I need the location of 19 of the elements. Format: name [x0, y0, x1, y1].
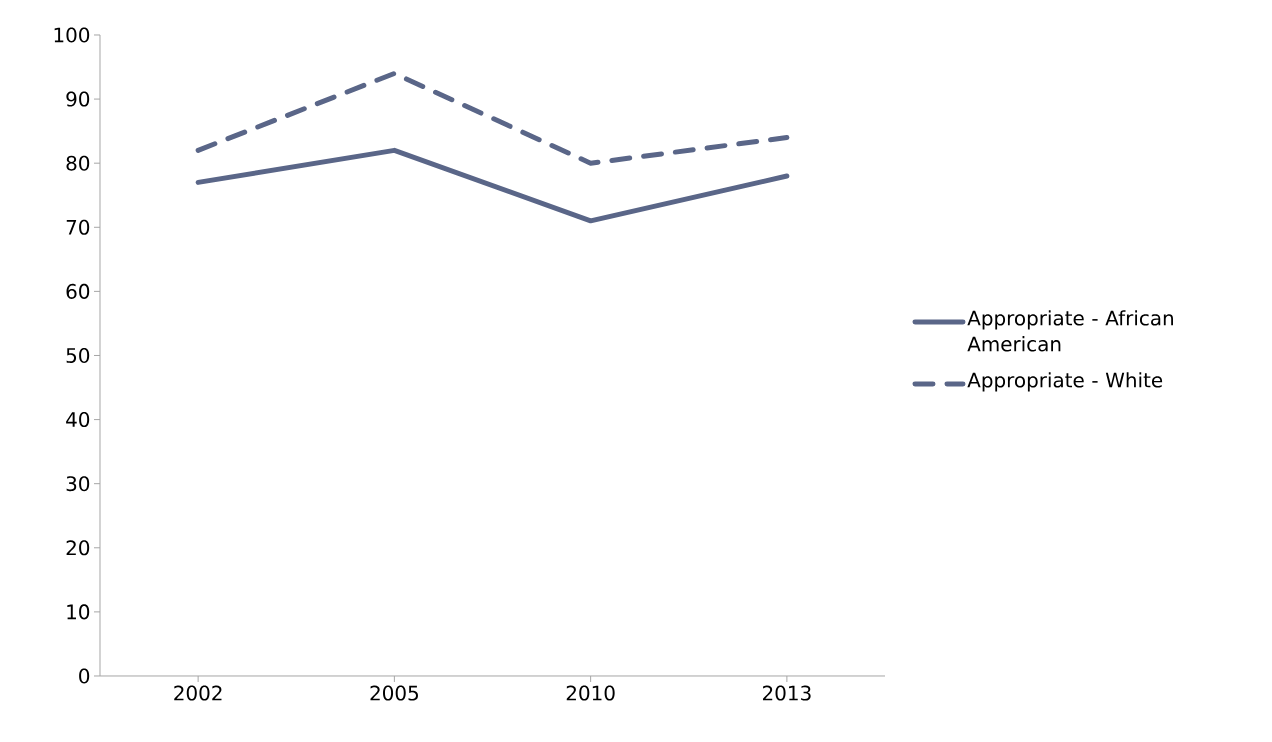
line-series — [195, 70, 790, 166]
x-tick-label: 2002 — [174, 685, 222, 701]
y-tick-label: 60 — [66, 283, 90, 299]
y-tick-label: 90 — [66, 91, 90, 107]
x-tick-label: 2013 — [762, 685, 811, 701]
y-tick-label: 0 — [79, 668, 90, 684]
y-tick-label: 20 — [66, 540, 90, 556]
y-tick-label: 80 — [66, 155, 90, 171]
y-tick-label: 70 — [66, 219, 90, 235]
y-tick-label: 50 — [66, 347, 90, 364]
x-tick-label: 2005 — [370, 685, 418, 701]
y-tick-label: 10 — [67, 604, 90, 620]
y-tick-label: 30 — [66, 476, 90, 492]
x-tick-label: 2010 — [566, 685, 615, 701]
legend-label: Appropriate - White — [967, 372, 1163, 392]
line-series — [195, 147, 790, 224]
legend-label: Appropriate - African American — [967, 310, 1173, 352]
y-tick-label: 100 — [54, 27, 90, 43]
y-tick-label: 40 — [66, 412, 90, 428]
